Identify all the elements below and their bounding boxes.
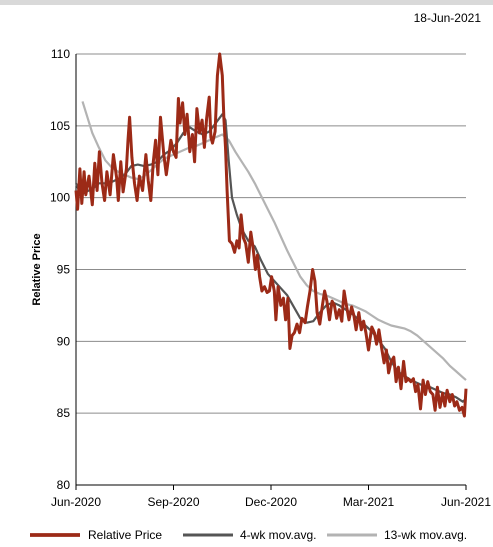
legend-label-2: 13-wk mov.avg. — [384, 528, 467, 542]
legend-label-1: 4-wk mov.avg. — [240, 528, 316, 542]
x-tick-labels: Jun-2020 Sep-2020 Dec-2020 Mar-2021 Jun-2021 — [51, 495, 491, 509]
x-tick-jun-2021: Jun-2021 — [441, 495, 491, 509]
grid-lines — [76, 53, 466, 414]
series-line-2 — [81, 101, 467, 381]
x-tick-dec-2020: Dec-2020 — [245, 495, 297, 509]
series-line-0 — [74, 52, 468, 418]
series-lines — [74, 52, 468, 418]
y-tick-95: 95 — [57, 263, 71, 277]
legend: Relative Price 4-wk mov.avg. 13-wk mov.avg… — [30, 528, 467, 542]
x-tick-mar-2021: Mar-2021 — [343, 495, 395, 509]
y-tick-90: 90 — [57, 334, 71, 348]
y-tick-85: 85 — [57, 406, 71, 420]
series-line-1 — [74, 113, 467, 403]
y-axis-label: Relative Price — [31, 233, 43, 305]
y-tick-80: 80 — [57, 478, 71, 492]
report-date: 18-Jun-2021 — [413, 11, 481, 25]
legend-label-0: Relative Price — [88, 528, 162, 542]
y-tick-labels: 80 85 90 95 100 105 110 — [50, 47, 70, 492]
x-tick-jun-2020: Jun-2020 — [51, 495, 101, 509]
y-tick-105: 105 — [50, 119, 70, 133]
top-bar — [0, 0, 493, 5]
x-tick-sep-2020: Sep-2020 — [147, 495, 199, 509]
axes — [75, 54, 467, 490]
y-tick-100: 100 — [50, 191, 70, 205]
y-tick-110: 110 — [51, 47, 70, 61]
